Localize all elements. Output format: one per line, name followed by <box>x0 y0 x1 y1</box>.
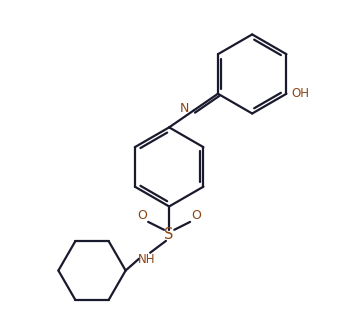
Text: N: N <box>180 102 190 115</box>
Text: S: S <box>164 227 174 242</box>
Text: O: O <box>191 210 201 223</box>
Text: OH: OH <box>291 87 309 100</box>
Text: NH: NH <box>138 253 155 266</box>
Text: O: O <box>137 210 147 223</box>
